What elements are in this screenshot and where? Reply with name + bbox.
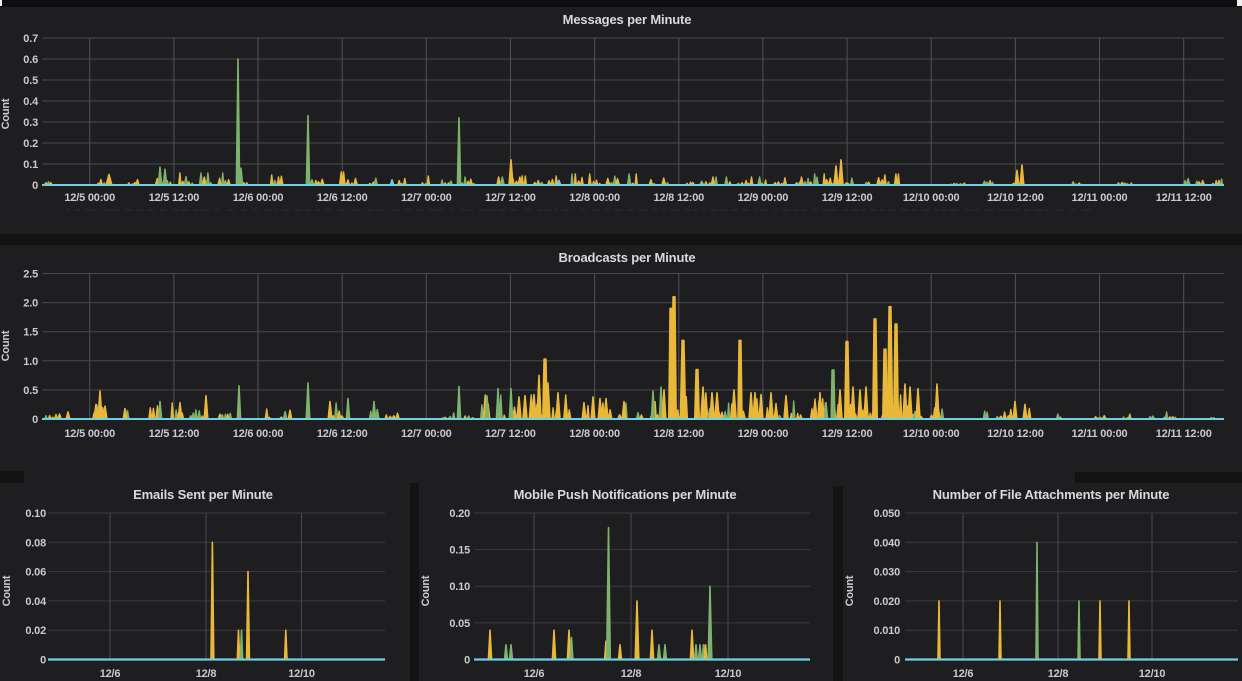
svg-text:12/10 12:00: 12/10 12:00 [987, 428, 1044, 440]
svg-text:0: 0 [464, 655, 470, 667]
svg-text:12/6 00:00: 12/6 00:00 [233, 192, 284, 204]
svg-text:0.2: 0.2 [23, 138, 38, 150]
svg-text:12/5 12:00: 12/5 12:00 [149, 428, 200, 440]
svg-text:12/8: 12/8 [621, 668, 642, 680]
svg-text:0.010: 0.010 [873, 625, 900, 637]
svg-text:2.5: 2.5 [23, 269, 38, 281]
svg-text:0.02: 0.02 [25, 625, 46, 637]
svg-text:12/6: 12/6 [524, 668, 545, 680]
svg-text:12/8 00:00: 12/8 00:00 [569, 428, 620, 440]
svg-text:12/5 12:00: 12/5 12:00 [149, 192, 200, 204]
svg-text:0.5: 0.5 [23, 75, 38, 87]
svg-text:Messages per Minute: Messages per Minute [563, 12, 692, 27]
svg-text:0.15: 0.15 [449, 545, 470, 557]
svg-text:12/8: 12/8 [196, 668, 217, 680]
svg-text:12/7 00:00: 12/7 00:00 [401, 428, 452, 440]
svg-text:12/10: 12/10 [288, 668, 315, 680]
svg-text:0.050: 0.050 [873, 508, 900, 520]
svg-text:12/7 12:00: 12/7 12:00 [485, 428, 536, 440]
svg-text:Mobile Push Notifications per: Mobile Push Notifications per Minute [514, 487, 737, 502]
svg-text:Count: Count [0, 98, 12, 129]
svg-text:12/8: 12/8 [1048, 668, 1069, 680]
svg-text:12/6 12:00: 12/6 12:00 [317, 428, 368, 440]
svg-text:2.0: 2.0 [23, 298, 38, 310]
svg-text:12/10: 12/10 [1139, 668, 1166, 680]
svg-text:0: 0 [32, 414, 38, 426]
svg-text:Count: Count [844, 575, 856, 606]
svg-text:12/6 12:00: 12/6 12:00 [317, 192, 368, 204]
svg-text:12/9 12:00: 12/9 12:00 [822, 192, 873, 204]
svg-text:0.06: 0.06 [25, 567, 46, 579]
svg-text:12/6: 12/6 [100, 668, 121, 680]
svg-text:0: 0 [32, 180, 38, 192]
svg-text:12/6 00:00: 12/6 00:00 [233, 428, 284, 440]
svg-text:1.5: 1.5 [23, 327, 38, 339]
svg-text:0: 0 [40, 655, 46, 667]
svg-text:0.3: 0.3 [23, 117, 38, 129]
svg-text:12/11 00:00: 12/11 00:00 [1072, 428, 1128, 440]
svg-text:12/10 12:00: 12/10 12:00 [987, 192, 1044, 204]
svg-text:0.4: 0.4 [23, 96, 39, 108]
svg-text:12/9 12:00: 12/9 12:00 [822, 428, 873, 440]
svg-text:12/11 12:00: 12/11 12:00 [1156, 428, 1212, 440]
svg-text:0.05: 0.05 [449, 618, 470, 630]
svg-text:12/8 12:00: 12/8 12:00 [653, 192, 704, 204]
svg-text:12/5 00:00: 12/5 00:00 [64, 428, 115, 440]
svg-text:12/10 00:00: 12/10 00:00 [903, 192, 960, 204]
svg-text:Broadcasts per Minute: Broadcasts per Minute [559, 250, 696, 265]
svg-text:0.6: 0.6 [23, 54, 38, 66]
svg-text:12/6: 12/6 [953, 668, 974, 680]
svg-text:0.20: 0.20 [449, 508, 470, 520]
svg-text:0.08: 0.08 [25, 537, 46, 549]
svg-text:0.04: 0.04 [25, 596, 47, 608]
svg-text:Count: Count [1, 575, 13, 606]
svg-text:12/5 00:00: 12/5 00:00 [64, 192, 115, 204]
svg-text:Emails Sent per Minute: Emails Sent per Minute [133, 487, 273, 502]
svg-text:12/11 12:00: 12/11 12:00 [1156, 192, 1212, 204]
svg-text:12/9 00:00: 12/9 00:00 [738, 192, 789, 204]
svg-text:0: 0 [894, 655, 900, 667]
svg-text:0.1: 0.1 [23, 159, 38, 171]
svg-text:0.7: 0.7 [23, 33, 38, 45]
svg-text:12/8 12:00: 12/8 12:00 [653, 428, 704, 440]
svg-text:12/11 00:00: 12/11 00:00 [1072, 192, 1128, 204]
svg-text:0.5: 0.5 [23, 385, 38, 397]
svg-text:Count: Count [0, 330, 12, 361]
svg-text:0.030: 0.030 [873, 567, 900, 579]
svg-text:0.10: 0.10 [449, 581, 470, 593]
svg-text:Count: Count [420, 575, 432, 606]
svg-text:0.10: 0.10 [25, 508, 46, 520]
svg-text:12/7 12:00: 12/7 12:00 [485, 192, 536, 204]
svg-text:0.020: 0.020 [873, 596, 900, 608]
svg-text:12/10: 12/10 [715, 668, 742, 680]
svg-text:12/8 00:00: 12/8 00:00 [569, 192, 620, 204]
svg-text:1.0: 1.0 [23, 356, 38, 368]
svg-text:12/7 00:00: 12/7 00:00 [401, 192, 452, 204]
svg-text:12/10 00:00: 12/10 00:00 [903, 428, 960, 440]
svg-text:0.040: 0.040 [873, 537, 900, 549]
svg-text:Number of File Attachments per: Number of File Attachments per Minute [933, 487, 1170, 502]
svg-text:12/9 00:00: 12/9 00:00 [738, 428, 789, 440]
